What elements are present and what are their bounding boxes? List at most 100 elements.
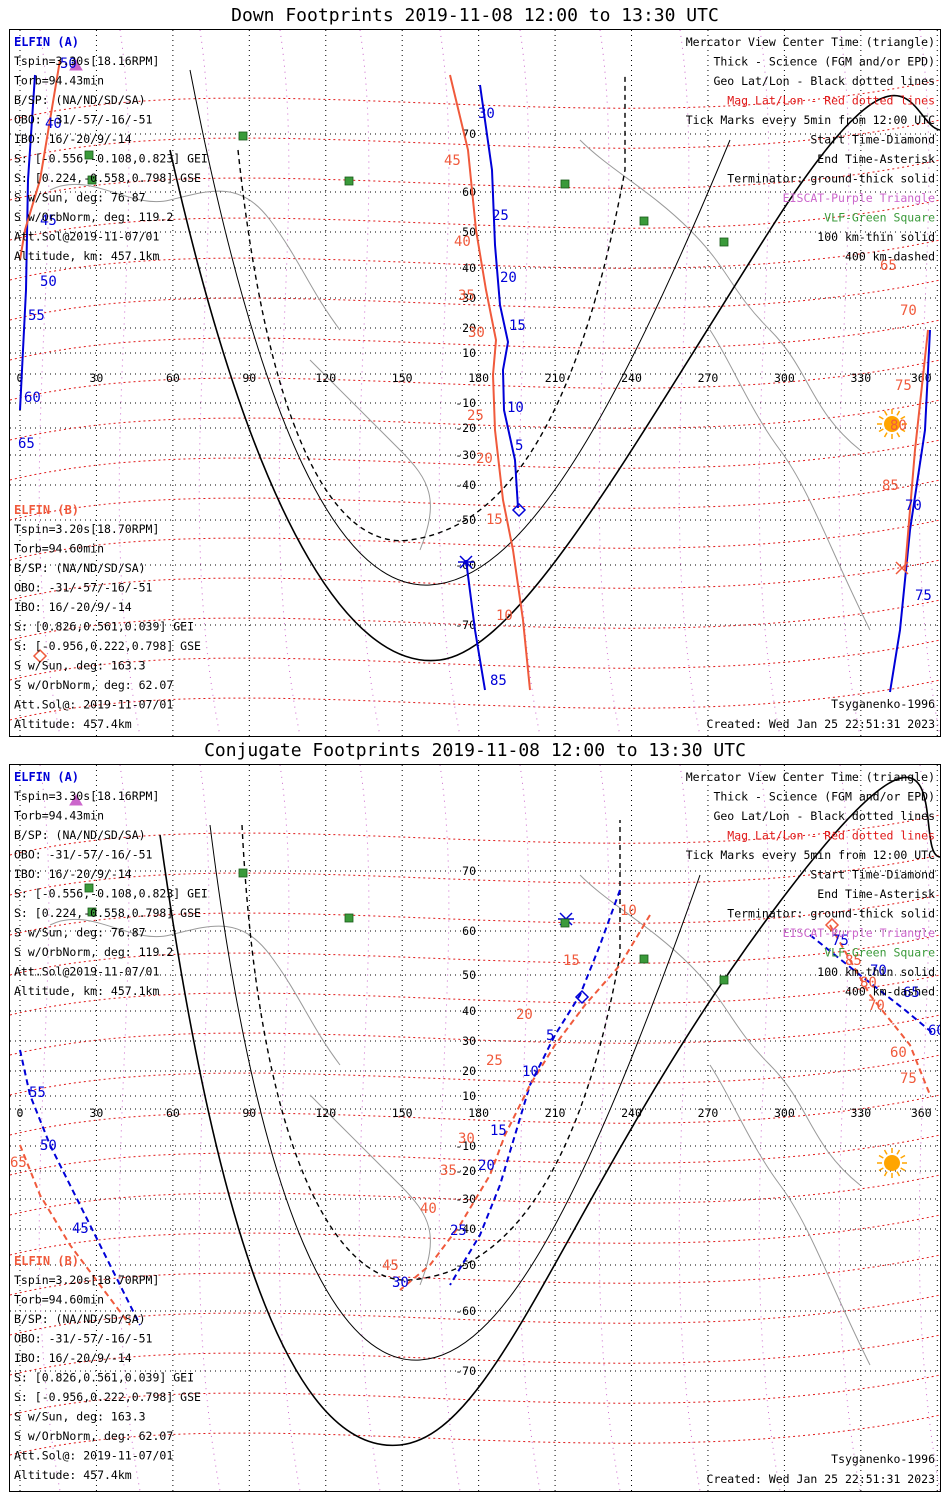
mag-parallel — [10, 934, 940, 976]
latitude-label: 50 — [462, 968, 476, 982]
latitude-label: 50 — [462, 225, 476, 239]
mag-parallel — [10, 479, 940, 521]
elfin-b-tick-label: 85 — [882, 478, 899, 494]
longitude-label: 150 — [392, 371, 413, 385]
mag-parallel — [10, 119, 940, 161]
elfin-b-tick-label: 65 — [10, 1155, 27, 1171]
elfin-a-info-line: S: [-0.556,-0.108,0.823] GEI — [14, 152, 208, 166]
legend-line: Mag Lat/Lon - Red dotted lines — [727, 829, 935, 843]
coastline — [579, 139, 861, 451]
mag-parallel — [10, 359, 940, 401]
elfin-a-info-line: S w/Sun, deg: 76.87 — [14, 926, 146, 940]
mag-meridian — [198, 30, 221, 736]
sun-ray — [878, 1167, 884, 1172]
legend-line: EISCAT-Purple Triangle — [783, 926, 935, 940]
elfin-b-track — [399, 914, 651, 1291]
vlf-station-square — [87, 907, 97, 917]
elfin-b-info-line: Att.Sol@: 2019-11-07/01 — [14, 698, 173, 712]
mag-meridian — [278, 30, 301, 736]
elfin-b-info-line: Altitude: 457.4km — [14, 1468, 132, 1482]
vlf-station-square — [560, 179, 570, 189]
latitude-label: -20 — [455, 421, 476, 435]
latitude-label: 40 — [462, 261, 476, 275]
elfin-a-info-line: S: [-0.556,-0.108,0.823] GEI — [14, 887, 208, 901]
elfin-a-info-line: Att.Sol@2019-11-07/01 — [14, 230, 159, 244]
latitude-label: 60 — [462, 185, 476, 199]
vlf-station-square — [639, 954, 649, 964]
elfin-a-tick-label: 65 — [903, 985, 920, 1001]
elfin-a-tick-label: 55 — [28, 308, 45, 324]
longitude-label: 210 — [545, 371, 566, 385]
elfin-a-tick-label: 25 — [450, 1223, 467, 1239]
vlf-station-square — [84, 150, 94, 160]
elfin-b-info-line: Torb=94.60min — [14, 1293, 104, 1307]
latitude-label: -20 — [455, 1164, 476, 1178]
coastline — [709, 1064, 871, 1366]
elfin-b-info-line: S: [0.826,0.561,0.039] GEI — [14, 620, 194, 634]
legend-line: Tick Marks every 5min from 12:00 UTC — [686, 113, 935, 127]
elfin-b-info-line: S w/Sun, deg: 163.3 — [14, 1410, 146, 1424]
terminator-400km — [237, 75, 626, 542]
elfin-b-info-line: IBO: 16/-20/9/-14 — [14, 1351, 132, 1365]
elfin-a-tick-label: 20 — [500, 270, 517, 286]
longitude-label: 0 — [17, 371, 24, 385]
elfin-b-tick-label: 10 — [620, 903, 637, 919]
elfin-a-track — [479, 84, 519, 509]
legend-line: Start Time-Diamond — [810, 133, 935, 147]
legend-line: Geo Lat/Lon - Black dotted lines — [713, 809, 935, 823]
sun-ray — [883, 1171, 888, 1177]
elfin-a-info-line: S w/OrbNorm, deg: 119.2 — [14, 210, 173, 224]
elfin-a-tick-label: 65 — [18, 436, 35, 452]
legend-line: Mercator View Center Time (triangle) — [686, 770, 935, 784]
eiscat-triangle — [69, 59, 83, 71]
elfin-a-info-line: Att.Sol@2019-11-07/01 — [14, 965, 159, 979]
elfin-b-info-line: S: [0.826,0.561,0.039] GEI — [14, 1371, 194, 1385]
elfin-a-info-line: S: [0.224,-0.558,0.798] GSE — [14, 171, 201, 185]
legend-line: Thick - Science (FGM and/or EPD) — [713, 55, 935, 69]
latitude-label: 10 — [462, 346, 476, 360]
elfin-b-header: ELFIN (B) — [14, 503, 79, 517]
longitude-label: 240 — [621, 371, 642, 385]
sun-ray — [883, 410, 888, 416]
elfin-b-track-east — [904, 329, 929, 571]
legend-line: Mag Lat/Lon - Red dotted lines — [727, 94, 935, 108]
vlf-station-square — [719, 237, 729, 247]
elfin-b-tick-label: 25 — [486, 1053, 503, 1069]
mag-parallel — [10, 814, 940, 856]
elfin-a-tick-label: 50 — [40, 1138, 57, 1154]
elfin-a-tick-label: 75 — [832, 933, 849, 949]
elfin-a-info-line: IBO: 16/-20/9/-14 — [14, 867, 132, 881]
longitude-label: 180 — [468, 1106, 489, 1120]
elfin-a-start-diamond — [511, 502, 527, 518]
elfin-a-tick-label: 15 — [509, 318, 526, 334]
conjugate-footprints-map: 0 30 60 90 120 150 180 210 240 270 300 330 360 70 60 50… — [9, 764, 941, 1492]
latitude-label: -10 — [455, 396, 476, 410]
mag-meridian — [758, 765, 781, 1491]
elfin-a-header: ELFIN (A) — [14, 35, 79, 49]
elfin-b-tick-label: 85 — [845, 953, 862, 969]
elfin-a-track — [449, 889, 621, 1286]
legend-line: Geo Lat/Lon - Black dotted lines — [713, 74, 935, 88]
latitude-label: -30 — [455, 448, 476, 462]
longitude-label: 330 — [850, 1106, 871, 1120]
mag-parallel — [10, 559, 940, 601]
elfin-b-info-line: Tspin=3.20s[18.70RPM] — [14, 522, 159, 536]
sun-ray — [883, 432, 888, 438]
elfin-b-tick-label: 20 — [476, 451, 493, 467]
elfin-b-tick-label: 45 — [444, 153, 461, 169]
elfin-a-info-line: S: [0.224,-0.558,0.798] GSE — [14, 906, 201, 920]
mag-parallel — [10, 1174, 940, 1216]
elfin-a-tick-label: 40 — [45, 116, 62, 132]
mag-parallel — [10, 894, 940, 936]
elfin-a-track-west — [19, 1049, 141, 1326]
elfin-b-tick-label: 80 — [890, 418, 907, 434]
legend-line: End Time-Asterisk — [817, 152, 935, 166]
elfin-a-tick-label: 50 — [60, 56, 77, 72]
longitude-label: 360 — [911, 1106, 932, 1120]
elfin-b-tick-label: 60 — [890, 1045, 907, 1061]
terminator-100km — [189, 69, 731, 586]
elfin-b-end-asterisk — [895, 561, 909, 575]
elfin-a-end-asterisk — [458, 555, 474, 569]
legend-line: 100 km-thin solid — [817, 230, 935, 244]
latitude-label: 20 — [462, 321, 476, 335]
